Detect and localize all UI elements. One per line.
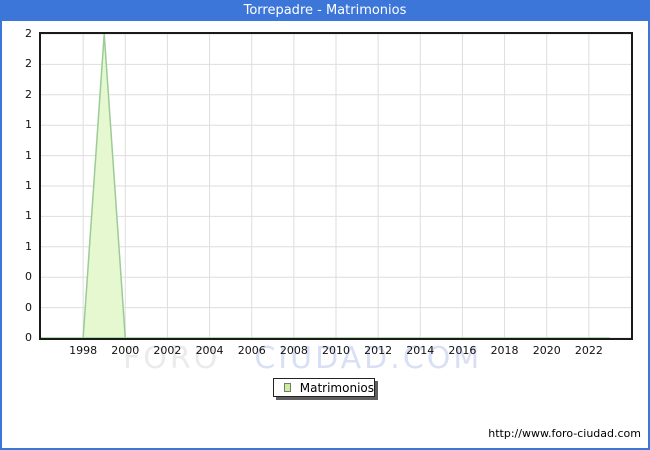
watermark-part1: FORO <box>123 341 221 376</box>
watermark: FORO CIUDAD.COM <box>123 342 482 376</box>
legend-swatch <box>284 383 291 392</box>
legend: Matrimonios <box>273 378 375 397</box>
footer-url: http://www.foro-ciudad.com <box>488 427 641 440</box>
title-bar: Torrepadre - Matrimonios <box>0 0 650 21</box>
chart-title: Torrepadre - Matrimonios <box>243 3 407 18</box>
legend-label: Matrimonios <box>299 380 374 395</box>
watermark-part2: CIUDAD.COM <box>254 341 483 376</box>
